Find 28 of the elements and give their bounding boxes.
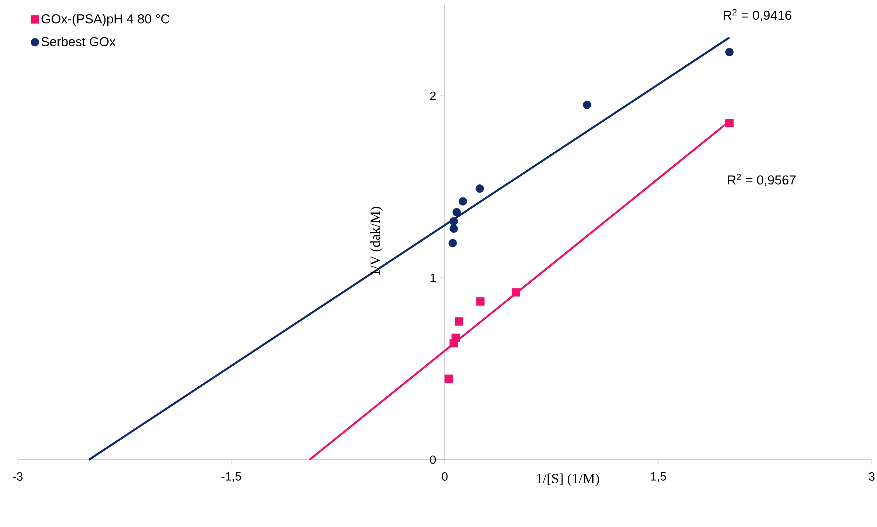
x-axis-title: 1/[S] (1/M)	[537, 474, 600, 486]
point	[452, 208, 462, 217]
point	[476, 297, 485, 306]
x-tick-label: -3	[13, 472, 23, 481]
legend-label: GOx-(PSA)pH 4 80 °C	[42, 14, 170, 26]
point	[450, 224, 458, 234]
point	[444, 374, 454, 384]
point	[512, 288, 520, 297]
point	[448, 239, 458, 248]
point	[725, 48, 734, 56]
legend-label: Serbest GOx	[42, 37, 116, 47]
x-tick-label: 0	[442, 472, 448, 481]
y-tick-label: 2	[430, 92, 436, 100]
point	[455, 317, 464, 326]
point	[725, 119, 734, 128]
point	[476, 184, 484, 193]
annotation: R$^{2}$ = 0,9567	[728, 174, 796, 186]
y-axis-title: 1/V (dak/M)	[370, 207, 384, 276]
y-tick-label: 1	[430, 274, 436, 282]
x-tick-label: 1,5	[651, 472, 666, 482]
point	[450, 217, 458, 226]
x-tick-label: 3	[869, 472, 875, 481]
point	[583, 100, 592, 110]
y-tick-label: 0	[430, 456, 436, 464]
annotation: R$^{2}$ = 0,9416	[724, 9, 792, 22]
point	[450, 339, 458, 348]
point	[458, 197, 468, 206]
x-tick-label: -1,5	[222, 472, 242, 482]
